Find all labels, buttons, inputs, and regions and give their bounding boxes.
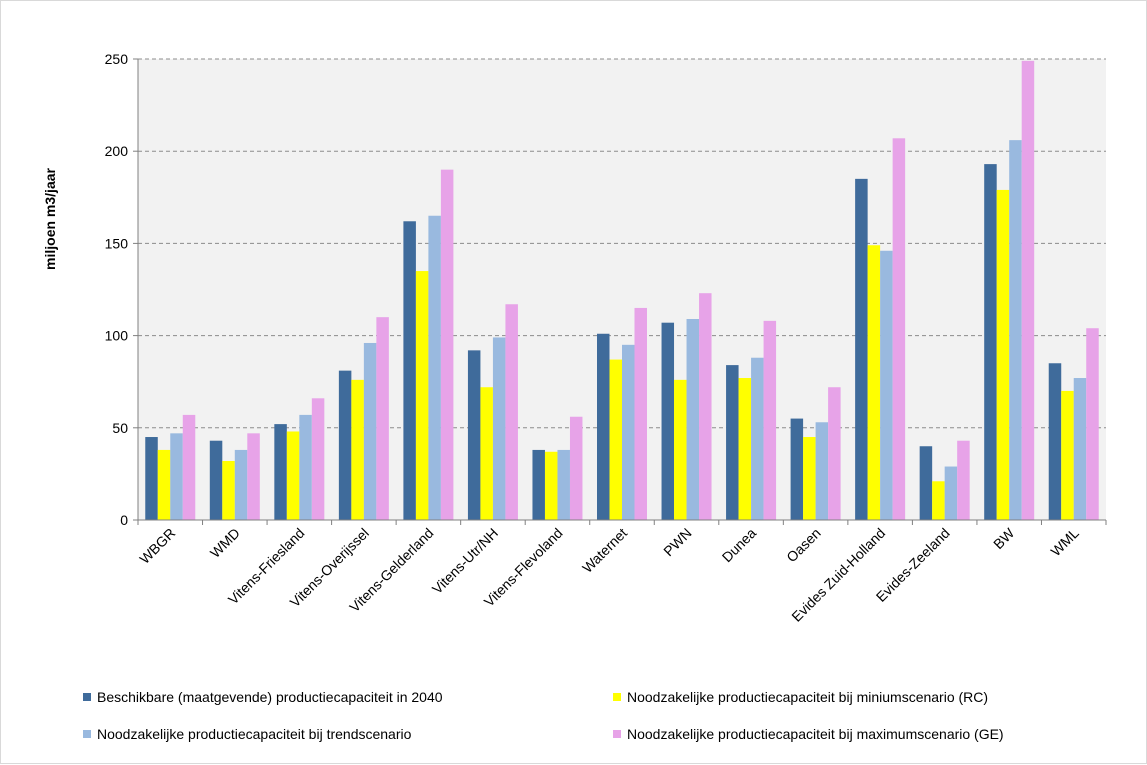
- x-category-label: Oasen: [783, 525, 823, 565]
- bar: [557, 449, 570, 520]
- bar: [803, 437, 816, 520]
- bar: [363, 342, 377, 520]
- bar: [597, 333, 610, 520]
- bar: [376, 317, 389, 520]
- legend-label: Noodzakelijke productiecapaciteit bij ma…: [627, 726, 1004, 742]
- bar: [957, 440, 970, 520]
- y-tick-label: 50: [112, 420, 128, 436]
- x-category-label: WBGR: [136, 525, 178, 567]
- bar: [157, 449, 171, 520]
- legend-label: Beschikbare (maatgevende) productiecapac…: [97, 689, 443, 705]
- bar: [996, 189, 1010, 520]
- bar: [532, 449, 545, 520]
- bars: [145, 60, 1099, 521]
- bar: [880, 250, 893, 520]
- bar: [855, 178, 868, 521]
- x-category-label: Dunea: [719, 525, 760, 566]
- bar: [892, 138, 906, 521]
- bar: [1086, 328, 1099, 520]
- bar: [209, 440, 223, 520]
- bar: [145, 437, 158, 520]
- x-category-label: PWN: [660, 525, 694, 559]
- bar: [182, 414, 196, 520]
- bar: [170, 433, 183, 520]
- bar: [726, 365, 739, 520]
- bar: [944, 466, 958, 520]
- bar: [984, 164, 997, 520]
- bar: [622, 344, 635, 520]
- bar: [751, 357, 764, 520]
- bar: [311, 398, 325, 520]
- bar: [609, 359, 622, 520]
- legend-swatch: [83, 693, 91, 701]
- bar: [828, 387, 841, 520]
- bar: [505, 304, 518, 520]
- bar: [274, 424, 287, 520]
- bar: [699, 293, 712, 520]
- bar: [415, 271, 429, 520]
- legend-label: Noodzakelijke productiecapaciteit bij tr…: [97, 726, 412, 742]
- bar: [1061, 390, 1074, 520]
- bar: [661, 322, 675, 520]
- y-tick-label: 0: [120, 512, 128, 528]
- legend-item-miniumscenario: Noodzakelijke productiecapaciteit bij mi…: [613, 689, 988, 705]
- x-category-label: BW: [990, 524, 1018, 552]
- y-tick-label: 100: [105, 328, 129, 344]
- bar: [480, 387, 493, 520]
- bar: [686, 319, 700, 520]
- bar: [440, 169, 454, 520]
- bar: [299, 414, 312, 520]
- bar: [403, 221, 416, 520]
- bar: [247, 433, 260, 520]
- bar: [867, 245, 881, 520]
- legend-swatch: [613, 693, 621, 701]
- bar: [815, 422, 829, 520]
- legend-item-maximumscenario: Noodzakelijke productiecapaciteit bij ma…: [613, 726, 1004, 742]
- legend-swatch: [83, 730, 91, 738]
- bar: [338, 370, 352, 520]
- bar: [428, 215, 441, 521]
- y-tick-label: 150: [105, 235, 129, 251]
- bar: [286, 431, 300, 520]
- bar: [763, 320, 777, 520]
- bar: [492, 337, 506, 520]
- bar: [1009, 140, 1022, 521]
- bar: [351, 379, 364, 520]
- x-category-label: Vitens-Utr/NH: [429, 525, 501, 597]
- y-tick-label: 200: [105, 143, 129, 159]
- bar: [544, 451, 558, 520]
- bar: [674, 379, 687, 520]
- bar: [569, 416, 583, 520]
- x-category-label: WMD: [207, 525, 243, 561]
- legend-swatch: [613, 730, 621, 738]
- legend-label: Noodzakelijke productiecapaciteit bij mi…: [627, 689, 989, 705]
- bar: [634, 307, 647, 520]
- y-axis-label: miljoen m3/jaar: [42, 167, 58, 269]
- bar: [222, 460, 235, 520]
- y-tick-label: 250: [105, 51, 129, 67]
- bar: [1073, 378, 1087, 520]
- bar: [932, 481, 945, 520]
- bar: [1021, 60, 1035, 521]
- bar: [1048, 363, 1062, 520]
- bar: [919, 446, 933, 520]
- x-category-label: WML: [1047, 525, 1082, 560]
- bar: [234, 449, 248, 520]
- bar: [467, 350, 481, 520]
- bar: [738, 378, 752, 520]
- legend-item-beschikbaar: Beschikbare (maatgevende) productiecapac…: [83, 689, 443, 705]
- x-category-label: Waternet: [579, 525, 630, 576]
- legend-item-trendscenario: Noodzakelijke productiecapaciteit bij tr…: [83, 726, 411, 742]
- bar: [790, 418, 804, 520]
